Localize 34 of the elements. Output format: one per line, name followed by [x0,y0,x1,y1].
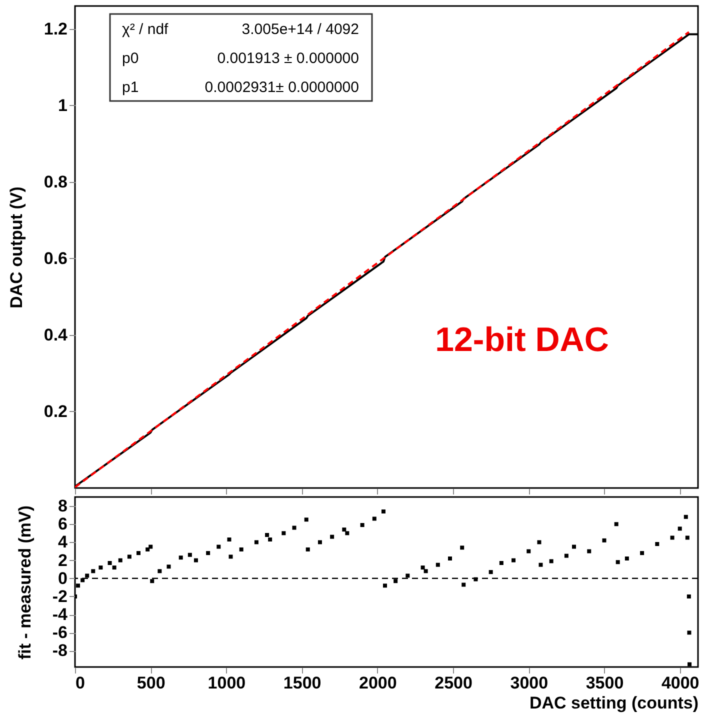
x-tick-label: 3000 [510,674,548,692]
y-tick-label: 6 [58,514,68,534]
y-tick-label: -4 [52,605,68,624]
x-tick-label: 1000 [208,674,246,692]
y-tick-label: 0 [58,568,68,588]
y-tick-label: 0.4 [44,325,68,344]
y-tick-label: 2 [58,550,68,570]
annotation: p0 [122,50,139,67]
x-tick-label: 3500 [586,674,624,692]
x-axis-title: DAC setting (counts) [529,694,698,712]
annotation: 0.0002931± 0.0000000 [204,79,359,96]
y-tick-label: -2 [52,586,68,606]
x-tick-label: 1500 [283,674,322,692]
annotation: 12-bit DAC [435,321,609,359]
x-tick-label: 2500 [434,674,472,692]
y-tick-label: 0.8 [44,172,68,192]
y-axis-title: fit - measured (mV) [15,506,34,660]
y-tick-label: 8 [58,496,68,516]
y-tick-label: 0.6 [44,248,68,268]
y-tick-label: 0.2 [44,402,68,421]
y-tick-label: 4 [58,532,68,552]
y-tick-label: 1.2 [44,19,68,38]
annotation: 3.005e+14 / 4092 [242,21,359,38]
y-tick-label: -6 [52,623,68,642]
annotation: 0.001913 ± 0.000000 [217,50,359,67]
annotation: χ² / ndf [122,21,170,38]
y-tick-label: -8 [52,641,68,660]
y-tick-label: 1 [58,96,68,115]
y-axis-title: DAC output (V) [6,186,26,308]
x-tick-label: 500 [136,674,166,692]
x-tick-label: 0 [76,674,85,692]
x-tick-label: 2000 [359,674,397,692]
annotation: p1 [122,79,139,96]
x-tick-label: 4000 [661,674,700,692]
